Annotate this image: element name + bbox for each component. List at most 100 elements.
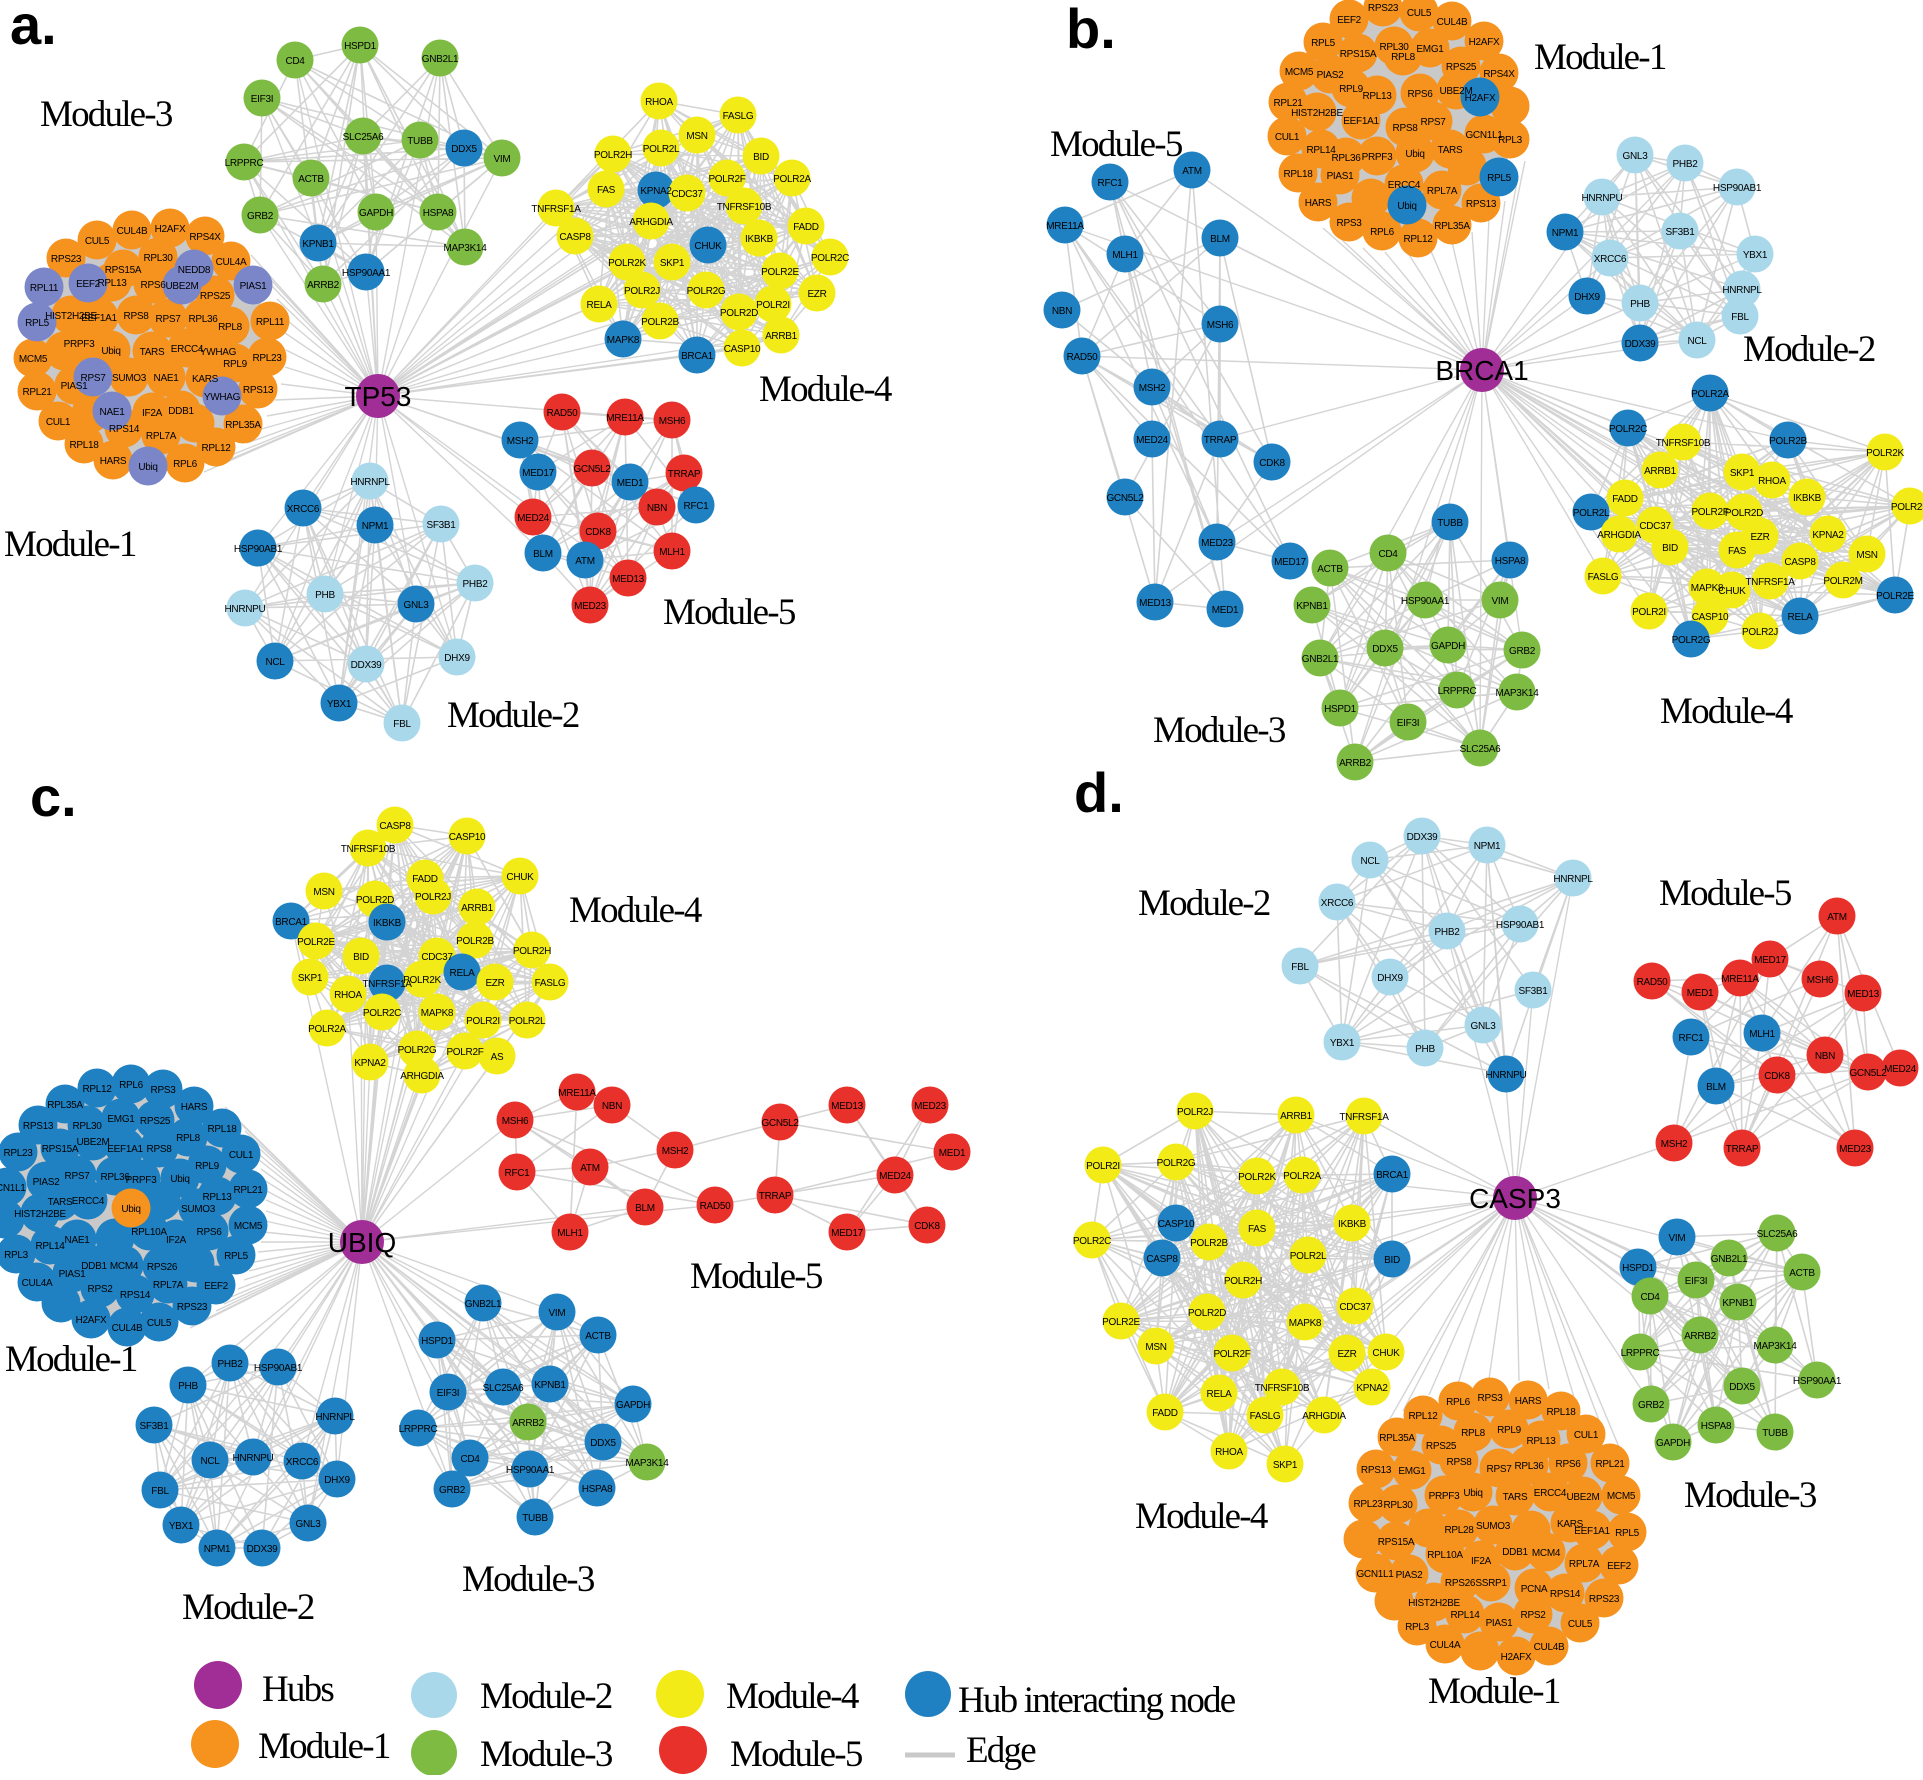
svg-text:POLR2L: POLR2L bbox=[509, 1016, 546, 1027]
svg-text:Module-1: Module-1 bbox=[1534, 37, 1666, 78]
svg-text:RPS3: RPS3 bbox=[1478, 1393, 1504, 1404]
svg-text:CUL5: CUL5 bbox=[1407, 8, 1432, 19]
svg-text:RPL7A: RPL7A bbox=[146, 431, 177, 442]
svg-text:PIAS2: PIAS2 bbox=[33, 1177, 61, 1188]
svg-text:RPS13: RPS13 bbox=[1466, 199, 1497, 210]
svg-text:GNB2L1: GNB2L1 bbox=[1711, 1254, 1748, 1265]
svg-text:EZR: EZR bbox=[1337, 1349, 1356, 1360]
svg-text:POLR2A: POLR2A bbox=[1691, 389, 1729, 400]
svg-text:CDC37: CDC37 bbox=[421, 952, 453, 963]
svg-text:MED23: MED23 bbox=[1201, 538, 1234, 549]
svg-text:EIF3I: EIF3I bbox=[251, 94, 273, 105]
svg-text:NBN: NBN bbox=[1815, 1051, 1835, 1062]
svg-text:NCL: NCL bbox=[265, 657, 285, 668]
svg-text:DHX9: DHX9 bbox=[1574, 292, 1600, 303]
svg-text:LRPPRC: LRPPRC bbox=[225, 158, 264, 169]
svg-text:HSP90AA1: HSP90AA1 bbox=[342, 268, 391, 279]
svg-text:CASP8: CASP8 bbox=[379, 821, 411, 832]
svg-text:NBN: NBN bbox=[602, 1101, 622, 1112]
svg-text:RPS13: RPS13 bbox=[243, 385, 274, 396]
svg-text:MRE11A: MRE11A bbox=[1721, 974, 1759, 985]
svg-text:HSP90AB1: HSP90AB1 bbox=[1496, 920, 1545, 931]
svg-text:MED24: MED24 bbox=[1136, 435, 1169, 446]
svg-text:CUL4B: CUL4B bbox=[1534, 1642, 1565, 1653]
svg-text:RPS25: RPS25 bbox=[1446, 62, 1477, 73]
svg-text:RPS7: RPS7 bbox=[156, 314, 182, 325]
svg-text:ARHGDIA: ARHGDIA bbox=[629, 217, 673, 228]
svg-text:PIAS2: PIAS2 bbox=[1396, 1570, 1424, 1581]
svg-text:TUBB: TUBB bbox=[522, 1513, 548, 1524]
svg-text:RPS8: RPS8 bbox=[147, 1144, 173, 1155]
svg-text:HNRNPL: HNRNPL bbox=[1722, 285, 1762, 296]
svg-text:EEF1A1: EEF1A1 bbox=[107, 1144, 143, 1155]
svg-text:Module-1: Module-1 bbox=[1428, 1671, 1560, 1712]
svg-text:RPS3: RPS3 bbox=[151, 1085, 177, 1096]
svg-text:RPL8: RPL8 bbox=[176, 1133, 201, 1144]
svg-text:GCN5L2: GCN5L2 bbox=[1106, 493, 1144, 504]
svg-text:NAE1: NAE1 bbox=[154, 373, 180, 384]
svg-text:Module-3: Module-3 bbox=[480, 1734, 613, 1775]
svg-text:MCM5: MCM5 bbox=[19, 354, 48, 365]
svg-text:Module-1: Module-1 bbox=[258, 1726, 390, 1767]
svg-text:CD4: CD4 bbox=[1378, 549, 1398, 560]
svg-text:SF3B1: SF3B1 bbox=[426, 520, 456, 531]
svg-text:RPS15A: RPS15A bbox=[1378, 1537, 1415, 1548]
svg-text:MED17: MED17 bbox=[1754, 955, 1787, 966]
svg-text:POLR2E: POLR2E bbox=[1102, 1317, 1140, 1328]
svg-text:MSN: MSN bbox=[313, 887, 334, 898]
svg-text:NBN: NBN bbox=[647, 503, 667, 514]
svg-text:POLR2H: POLR2H bbox=[1891, 502, 1923, 513]
svg-text:HNRNPU: HNRNPU bbox=[233, 1453, 274, 1464]
svg-text:POLR2C: POLR2C bbox=[1609, 424, 1647, 435]
svg-text:EMG1: EMG1 bbox=[1398, 1466, 1426, 1477]
svg-text:CUL5: CUL5 bbox=[85, 236, 110, 247]
svg-text:TUBB: TUBB bbox=[1437, 518, 1463, 529]
svg-text:POLR2B: POLR2B bbox=[456, 936, 494, 947]
svg-text:POLR2B: POLR2B bbox=[1769, 436, 1807, 447]
svg-text:GAPDH: GAPDH bbox=[1431, 641, 1465, 652]
svg-text:Module-3: Module-3 bbox=[462, 1559, 595, 1600]
svg-text:FADD: FADD bbox=[412, 874, 438, 885]
svg-text:YBX1: YBX1 bbox=[1330, 1038, 1355, 1049]
svg-text:MSH2: MSH2 bbox=[662, 1146, 689, 1157]
svg-text:RPL23: RPL23 bbox=[252, 353, 282, 364]
svg-text:RPL6: RPL6 bbox=[1446, 1397, 1471, 1408]
svg-text:POLR2F: POLR2F bbox=[446, 1047, 483, 1058]
svg-text:KPNB1: KPNB1 bbox=[534, 1380, 566, 1391]
svg-text:POLR2J: POLR2J bbox=[1742, 627, 1778, 638]
svg-text:CUL4B: CUL4B bbox=[117, 226, 148, 237]
svg-text:KPNA2: KPNA2 bbox=[1812, 530, 1844, 541]
svg-text:POLR2I: POLR2I bbox=[466, 1016, 500, 1027]
svg-text:HSPD1: HSPD1 bbox=[344, 41, 377, 52]
svg-text:CDK8: CDK8 bbox=[914, 1221, 940, 1232]
svg-text:SUMO3: SUMO3 bbox=[112, 373, 147, 384]
svg-text:CD4: CD4 bbox=[285, 56, 305, 67]
svg-text:UBE2M: UBE2M bbox=[1440, 86, 1473, 97]
svg-text:CUL1: CUL1 bbox=[46, 417, 71, 428]
svg-text:DDX39: DDX39 bbox=[247, 1544, 278, 1555]
svg-text:CHUK: CHUK bbox=[1372, 1348, 1400, 1359]
svg-text:RPS13: RPS13 bbox=[1361, 1465, 1392, 1476]
svg-text:RPL21: RPL21 bbox=[22, 387, 52, 398]
svg-text:POLR2D: POLR2D bbox=[356, 895, 394, 906]
svg-text:CUL5: CUL5 bbox=[147, 1318, 172, 1329]
svg-text:MED13: MED13 bbox=[1139, 598, 1172, 609]
svg-text:Ubiq: Ubiq bbox=[1397, 201, 1416, 212]
svg-text:RPL5: RPL5 bbox=[1311, 38, 1336, 49]
svg-text:PRPF3: PRPF3 bbox=[1429, 1491, 1460, 1502]
svg-text:a.: a. bbox=[10, 0, 57, 56]
svg-text:Module-5: Module-5 bbox=[663, 592, 796, 633]
svg-text:RPS8: RPS8 bbox=[1393, 123, 1419, 134]
svg-text:POLR2F: POLR2F bbox=[1691, 507, 1728, 518]
svg-text:NPM1: NPM1 bbox=[362, 521, 389, 532]
svg-text:RPL30: RPL30 bbox=[143, 253, 173, 264]
svg-text:VIM: VIM bbox=[1669, 1233, 1686, 1244]
svg-text:H2AFX: H2AFX bbox=[1469, 37, 1500, 48]
svg-text:ACTB: ACTB bbox=[585, 1331, 611, 1342]
svg-text:TNFRSF10B: TNFRSF10B bbox=[1656, 438, 1711, 449]
svg-text:RPS14: RPS14 bbox=[120, 1290, 151, 1301]
svg-text:MED24: MED24 bbox=[1884, 1064, 1917, 1075]
svg-text:RPS26: RPS26 bbox=[1445, 1578, 1476, 1589]
svg-text:MCM5: MCM5 bbox=[1607, 1491, 1636, 1502]
svg-text:MSH6: MSH6 bbox=[659, 416, 686, 427]
